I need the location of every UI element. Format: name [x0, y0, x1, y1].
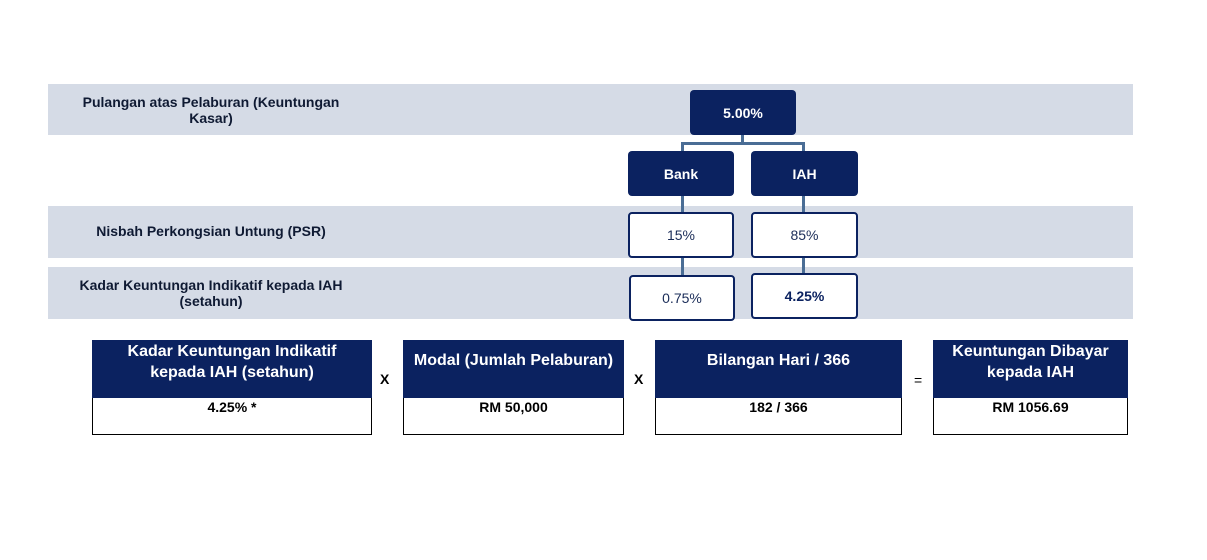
connector-iah-drop [802, 142, 805, 152]
indicative-rate-label: Kadar Keuntungan Indikatif kepada IAH (s… [79, 277, 343, 309]
formula-header-rate: Kadar Keuntungan Indikatif kepada IAH (s… [92, 340, 372, 398]
formula-header-days: Bilangan Hari / 366 [655, 340, 902, 398]
bank-rate-box: 0.75% [629, 275, 735, 321]
formula-header-profit: Keuntungan Dibayar kepada IAH [933, 340, 1128, 398]
multiply-operator-1: X [380, 371, 390, 387]
gross-return-label: Pulangan atas Pelaburan (Keuntungan Kasa… [82, 94, 340, 126]
row-band-psr [48, 206, 1133, 258]
connector-iah-psr [802, 195, 805, 213]
connector-iah-rate [802, 257, 805, 274]
row-band-indicative-rate [48, 267, 1133, 319]
iah-psr-box: 85% [751, 212, 858, 258]
gross-rate-box: 5.00% [690, 90, 796, 135]
formula-term-rate: Kadar Keuntungan Indikatif kepada IAH (s… [92, 340, 372, 435]
connector-top-stem [741, 134, 744, 144]
equals-operator: = [914, 372, 923, 388]
psr-label: Nisbah Perkongsian Untung (PSR) [96, 223, 326, 239]
connector-bank-rate [681, 257, 684, 276]
formula-header-capital: Modal (Jumlah Pelaburan) [403, 340, 624, 398]
bank-box: Bank [628, 151, 734, 196]
row-band-gross-return [48, 84, 1133, 135]
connector-bank-psr [681, 195, 684, 213]
formula-term-profit: Keuntungan Dibayar kepada IAH RM 1056.69 [933, 340, 1128, 435]
formula-term-days: Bilangan Hari / 366 182 / 366 [655, 340, 902, 435]
multiply-operator-2: X [634, 371, 644, 387]
bank-psr-box: 15% [628, 212, 734, 258]
iah-rate-box: 4.25% [751, 273, 858, 319]
iah-box: IAH [751, 151, 858, 196]
formula-term-capital: Modal (Jumlah Pelaburan) RM 50,000 [403, 340, 624, 435]
formula-value-capital: RM 50,000 [403, 398, 624, 435]
formula-value-profit: RM 1056.69 [933, 398, 1128, 435]
formula-value-rate: 4.25% * [92, 398, 372, 435]
connector-horizontal [681, 142, 805, 145]
formula-value-days: 182 / 366 [655, 398, 902, 435]
connector-bank-drop [681, 142, 684, 152]
